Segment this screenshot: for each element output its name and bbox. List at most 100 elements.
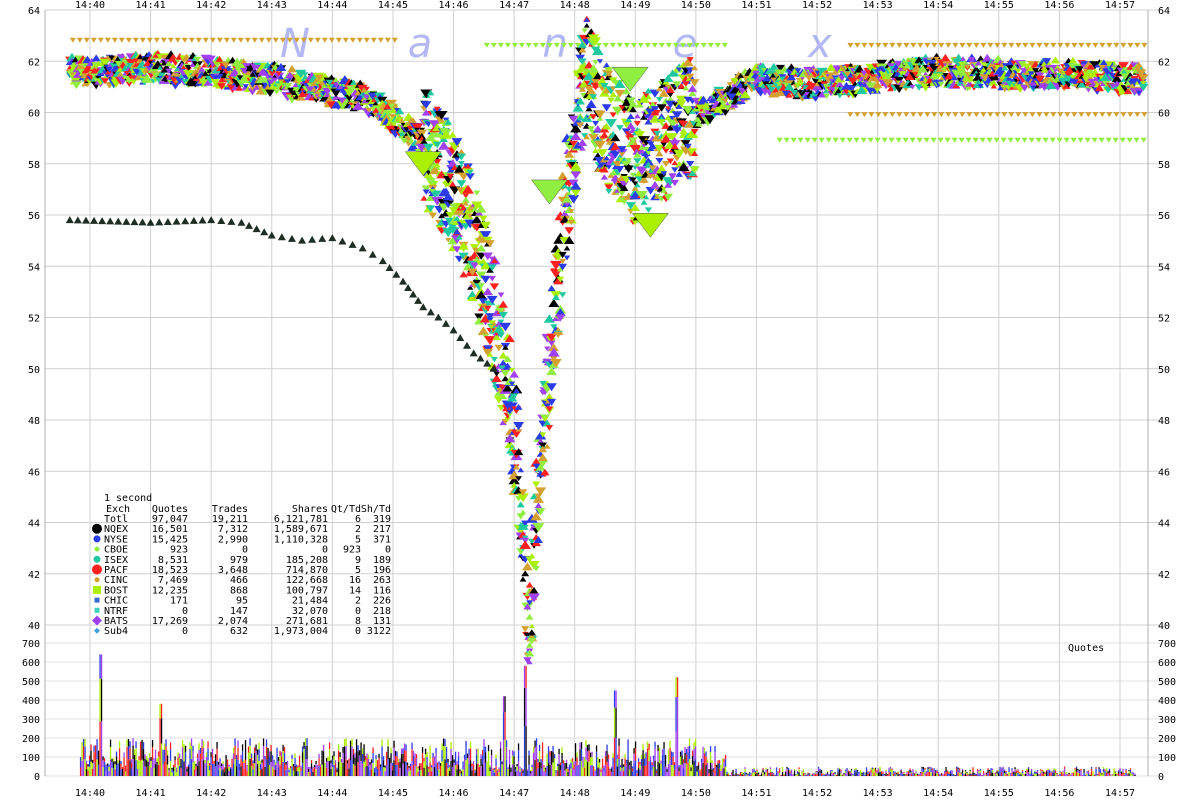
- quote-mark: [735, 90, 742, 96]
- volume-bar: [552, 751, 554, 763]
- volume-bar: [403, 749, 406, 762]
- quote-mark: [1140, 80, 1147, 86]
- volume-bar: [384, 767, 386, 772]
- quote-level-mark: [1106, 112, 1113, 118]
- volume-bar: [165, 759, 167, 776]
- quote-level-mark: [1056, 137, 1063, 143]
- volume-bar: [492, 770, 494, 773]
- quote-mark: [340, 79, 349, 86]
- volume-bar: [157, 751, 160, 757]
- volume-bar: [631, 768, 634, 772]
- volume-bar: [736, 774, 739, 775]
- quote-level-mark: [230, 37, 237, 43]
- quote-level-mark: [384, 37, 391, 43]
- quote-mark: [138, 60, 147, 67]
- volume-bar: [211, 763, 214, 776]
- quote-mark: [666, 124, 675, 131]
- volume-bar: [103, 761, 106, 768]
- volume-bar: [477, 748, 479, 755]
- volume-bar: [388, 761, 391, 768]
- volume-bar: [825, 774, 827, 776]
- volume-bar: [231, 758, 233, 763]
- volume-bar: [802, 772, 805, 776]
- quote-mark: [592, 147, 600, 154]
- quote-mark: [563, 245, 571, 251]
- volume-bar: [562, 768, 565, 776]
- y-tick-label: 52: [28, 314, 40, 325]
- volume-bar: [589, 752, 592, 758]
- quote-level-mark: [307, 37, 314, 43]
- volume-bar: [258, 749, 260, 761]
- volume-bar: [334, 768, 337, 776]
- quote-level-mark: [790, 137, 797, 143]
- volume-bar: [339, 765, 341, 776]
- volume-bar: [480, 766, 482, 776]
- volume-bar: [231, 768, 233, 776]
- volume-bar: [706, 768, 709, 776]
- volume-bar: [631, 766, 634, 769]
- volume-bar: [771, 774, 773, 776]
- quote-mark: [611, 106, 624, 116]
- volume-bar: [133, 764, 136, 776]
- quote-level-mark: [370, 37, 377, 43]
- quote-mark: [682, 57, 694, 67]
- quote-level-mark: [686, 42, 693, 48]
- volume-bar: [121, 768, 124, 773]
- quote-level-mark: [980, 112, 987, 118]
- volume-bar: [703, 763, 706, 776]
- quote-level-mark: [1070, 137, 1077, 143]
- quote-level-mark: [951, 137, 958, 143]
- y-tick-label: 46: [1158, 467, 1170, 478]
- volume-bar: [765, 767, 767, 770]
- quote-mark: [950, 74, 958, 81]
- quote-mark: [795, 78, 805, 86]
- quote-mark: [533, 536, 544, 543]
- volume-bar: [261, 759, 263, 763]
- volume-bar: [370, 768, 373, 776]
- vol-tick-label: 500: [22, 677, 40, 688]
- volume-bar: [292, 770, 295, 776]
- volume-bar: [171, 767, 173, 770]
- quote-mark: [420, 89, 433, 99]
- volume-bar: [825, 773, 827, 775]
- quote-mark: [649, 114, 661, 123]
- volume-bar: [652, 759, 655, 767]
- quote-mark: [74, 55, 83, 62]
- quote-mark: [525, 581, 534, 588]
- quote-mark: [165, 68, 173, 74]
- volume-bar: [349, 747, 352, 761]
- volume-bar: [897, 772, 899, 774]
- volume-bar: [708, 772, 710, 776]
- vol-tick-label: 300: [22, 715, 40, 726]
- volume-bar: [402, 753, 404, 764]
- volume-bar: [417, 768, 419, 772]
- quote-mark: [636, 166, 648, 176]
- volume-bar: [358, 764, 361, 776]
- volume-bar: [579, 749, 581, 761]
- quote-mark: [438, 141, 450, 150]
- quote-mark: [95, 75, 102, 81]
- volume-bar: [802, 770, 805, 773]
- volume-bar: [336, 767, 338, 770]
- quote-mark: [421, 185, 431, 193]
- quote-mark: [372, 100, 379, 106]
- quote-level-mark: [160, 37, 167, 43]
- quote-mark: [205, 55, 216, 64]
- volume-bar: [205, 752, 208, 758]
- volume-bar: [169, 760, 172, 776]
- quote-mark: [570, 131, 582, 141]
- x-tick-label: 14:52: [802, 0, 832, 11]
- volume-bar: [214, 758, 217, 767]
- volume-bar: [472, 761, 475, 765]
- volume-bar: [286, 769, 289, 776]
- quote-level-mark: [1036, 112, 1043, 118]
- volume-bar: [753, 769, 755, 773]
- quote-mark: [627, 113, 635, 120]
- quote-mark: [426, 89, 435, 96]
- quote-mark: [679, 121, 689, 128]
- x-tick-label: 14:55: [984, 788, 1014, 799]
- volume-bar: [649, 767, 652, 776]
- volume-bar: [538, 761, 541, 776]
- volume-bar: [81, 760, 83, 776]
- quote-mark: [482, 287, 493, 296]
